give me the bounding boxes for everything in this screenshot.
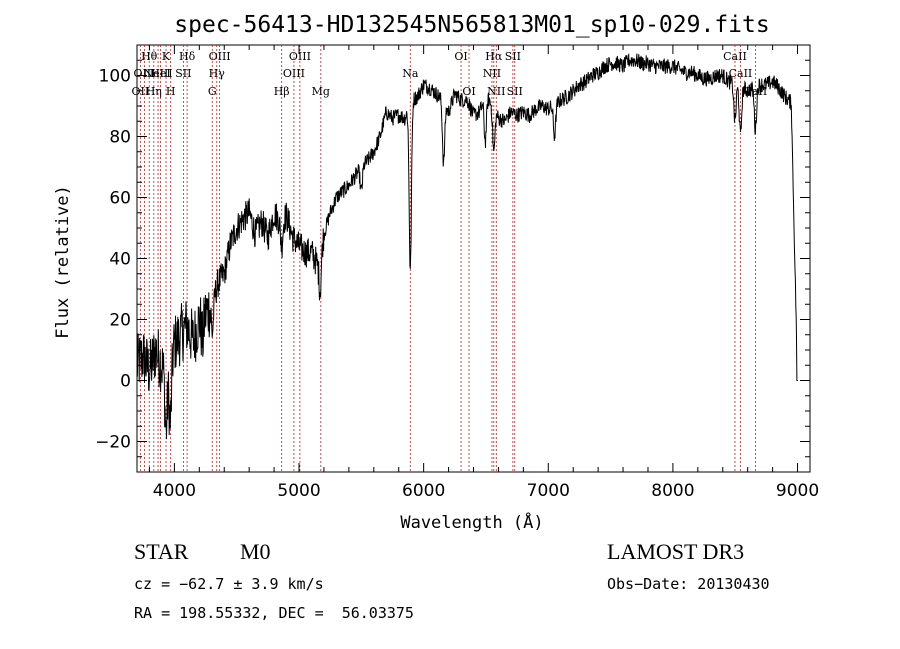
x-axis-ticks: 4000 5000 6000 7000 8000 9000 (148, 45, 819, 501)
y-axis-label: Flux (relative) (53, 185, 73, 339)
spectral-line-label: SII (507, 85, 523, 98)
spectral-line-label: OIII (209, 50, 231, 63)
x-tick-label: 7000 (527, 481, 570, 501)
spectral-line-label: Na (402, 67, 419, 80)
object-subclass: M0 (240, 539, 271, 564)
spectral-line-label: OII (132, 85, 150, 98)
survey-name: LAMOST DR3 (607, 539, 745, 564)
spectral-line-label: Hδ (179, 50, 196, 63)
spectral-line-label: OIII (133, 67, 155, 80)
spectral-line-label: CaII (723, 50, 747, 63)
spectral-line-label: NII (483, 67, 501, 80)
x-tick-label: 5000 (277, 481, 320, 501)
spectral-line-label: OIII (289, 50, 311, 63)
y-tick-label: 60 (109, 189, 131, 209)
spectral-line-label: K (162, 50, 171, 63)
y-tick-label: 20 (109, 311, 131, 331)
spectral-line-label: OIII (283, 67, 305, 80)
y-tick-label: 0 (120, 372, 131, 392)
spectral-line-label: Hβ (274, 85, 290, 98)
spectral-line-label: Hη (146, 85, 162, 98)
spectral-line-label: OI (454, 50, 467, 63)
spectral-line-label: Hγ (209, 67, 226, 80)
spectral-line-label: NII (487, 85, 505, 98)
x-tick-label: 4000 (153, 481, 196, 501)
x-tick-label: 8000 (651, 481, 694, 501)
spectral-line-label: Hα (485, 50, 503, 63)
y-axis-ticks: −20 0 20 40 60 80 100 (95, 59, 810, 458)
spectral-line-label: Mg (312, 85, 330, 98)
y-tick-label: 100 (99, 67, 131, 87)
x-axis-label: Wavelength (Å) (400, 511, 543, 533)
spectral-line-label: Hθ (141, 50, 158, 63)
spectral-line-label: OI (462, 85, 475, 98)
x-tick-label: 6000 (402, 481, 445, 501)
spectral-line-label: SII (505, 50, 521, 63)
spectral-line-label: CaII (729, 67, 753, 80)
object-class: STAR (134, 539, 189, 564)
spectral-line-label: G (208, 85, 217, 98)
obs-date: Obs−Date: 20130430 (607, 575, 770, 593)
y-tick-label: −20 (95, 433, 131, 453)
spectral-line-label: H (166, 85, 176, 98)
spectral-line-label: HeI (150, 67, 170, 80)
coordinates: RA = 198.55332, DEC = 56.03375 (134, 604, 414, 622)
spectral-line-label: NeIII (143, 67, 172, 80)
y-tick-label: 40 (109, 250, 131, 270)
spectrum-line (136, 53, 798, 440)
spectral-line-label: SII (175, 67, 191, 80)
redshift-text: cz = −62.7 ± 3.9 km/s (134, 575, 324, 593)
y-tick-label: 80 (109, 128, 131, 148)
chart-title: spec-56413-HD132545N565813M01_sp10-029.f… (174, 12, 769, 38)
x-tick-label: 9000 (776, 481, 819, 501)
